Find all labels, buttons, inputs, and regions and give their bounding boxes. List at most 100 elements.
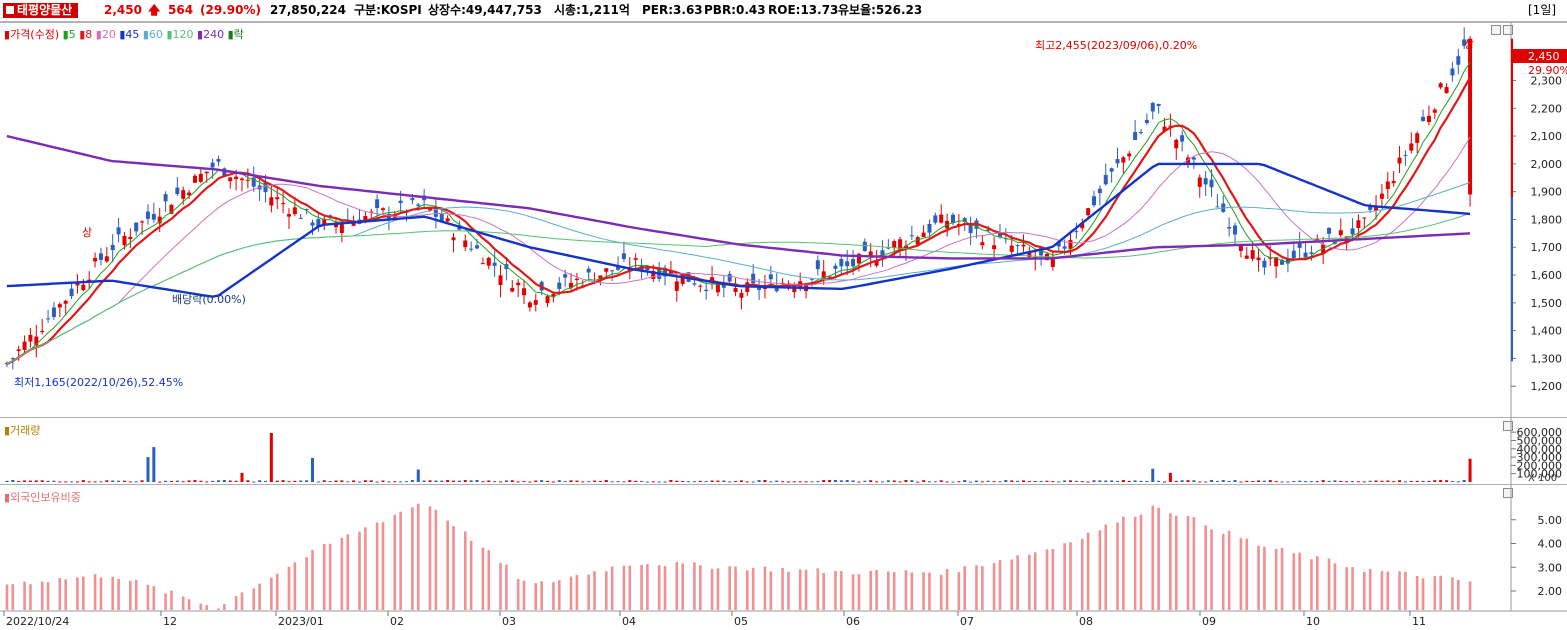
price-candle xyxy=(57,304,62,308)
price-candle xyxy=(128,236,133,239)
stock-name-badge[interactable]: 태평양물산 xyxy=(3,3,79,18)
foreign-bar xyxy=(763,566,767,610)
price-candle xyxy=(927,223,932,233)
up-arrow-icon: 🡅 xyxy=(148,3,161,17)
price-candle xyxy=(222,168,227,176)
foreign-bar xyxy=(1086,532,1090,610)
price-candle xyxy=(692,283,697,285)
legend-ma20: 20 xyxy=(101,28,116,41)
foreign-bar xyxy=(622,565,626,610)
volume-bar xyxy=(211,480,215,482)
foreign-bar xyxy=(1133,516,1137,610)
foreign-bar xyxy=(1098,530,1102,610)
period-selector[interactable]: [1일] xyxy=(1528,3,1557,17)
legend-ma5: 5 xyxy=(68,28,76,41)
price-candle xyxy=(286,214,291,217)
volume-bar xyxy=(786,481,790,483)
price-candle xyxy=(381,208,386,211)
price-ytick-label: 2,100 xyxy=(1531,130,1563,143)
price-candle xyxy=(1015,245,1020,247)
legend-drop: 락 xyxy=(233,28,244,41)
volume-bar xyxy=(164,480,168,482)
foreign-bar xyxy=(957,572,961,610)
volume-bar xyxy=(1215,481,1219,483)
foreign-close-icon[interactable] xyxy=(1503,488,1513,498)
volume-bar xyxy=(945,481,949,483)
volume-bar xyxy=(281,480,285,482)
trade-volume: 27,850,224 xyxy=(270,3,346,17)
foreign-bar xyxy=(1351,567,1354,610)
price-candle xyxy=(1103,174,1108,185)
volume-bar xyxy=(769,481,773,483)
price-candle xyxy=(1356,220,1361,229)
foreign-bar xyxy=(1468,581,1472,610)
foreign-bar xyxy=(1063,543,1066,610)
volume-bar xyxy=(998,481,1002,483)
volume-bar xyxy=(792,481,796,483)
volume-bar xyxy=(405,481,409,483)
price-candle xyxy=(1068,240,1073,249)
foreign-bar xyxy=(381,522,385,610)
volume-ytick-label: 200,000 xyxy=(1517,459,1563,472)
per-value: PER:3.63 xyxy=(642,3,703,17)
volume-bar xyxy=(1151,468,1155,482)
foreign-bar xyxy=(1415,576,1419,610)
volume-close-icon[interactable] xyxy=(1503,421,1513,431)
foreign-bar xyxy=(411,507,414,610)
foreign-bar xyxy=(205,605,209,610)
volume-bar xyxy=(363,480,367,482)
price-candle xyxy=(198,173,203,182)
price-candle xyxy=(110,244,115,251)
price-candle xyxy=(1409,143,1414,151)
foreign-bar xyxy=(963,566,967,610)
volume-bar xyxy=(910,480,914,482)
volume-bar xyxy=(305,480,309,482)
volume-bar xyxy=(1386,480,1390,482)
price-candle xyxy=(757,285,762,290)
volume-bar xyxy=(434,480,438,482)
foreign-bar xyxy=(910,572,914,610)
volume-bar xyxy=(1415,480,1419,482)
volume-bar xyxy=(1074,480,1078,482)
x-tick-label: 10 xyxy=(1306,615,1320,628)
price-candle xyxy=(1379,193,1384,199)
volume-bar xyxy=(1045,480,1049,482)
foreign-bar xyxy=(593,571,596,610)
volume-bar xyxy=(875,481,879,483)
volume-bar xyxy=(1403,481,1407,483)
volume-bar xyxy=(399,481,403,483)
price-candle xyxy=(492,262,497,266)
price-candle xyxy=(239,178,244,181)
volume-bar xyxy=(234,480,238,482)
foreign-bar xyxy=(540,581,543,610)
volume-bar xyxy=(1104,480,1108,482)
panel-minimize-icon[interactable] xyxy=(1491,25,1501,35)
price-candle xyxy=(1426,115,1431,123)
price-candle xyxy=(1309,252,1314,254)
foreign-bar xyxy=(1227,530,1231,610)
volume-bar xyxy=(1239,481,1243,483)
price-ytick-label: 1,300 xyxy=(1531,352,1563,365)
volume-bar xyxy=(822,480,826,482)
volume-bar xyxy=(828,479,832,482)
retention-ratio: 유보율:526.23 xyxy=(838,3,923,17)
foreign-panel: ▮외국인보유비중 xyxy=(0,484,1567,612)
panel-close-icon[interactable] xyxy=(1503,25,1513,35)
price-candle xyxy=(498,275,503,286)
price-candle xyxy=(275,197,280,200)
market-type: 구분:KOSPI xyxy=(354,3,422,17)
foreign-bar xyxy=(375,522,379,610)
price-candle xyxy=(1391,180,1396,184)
price-candle xyxy=(1150,102,1155,112)
foreign-bar xyxy=(481,547,485,610)
foreign-bar xyxy=(340,537,344,610)
price-candle xyxy=(175,187,180,195)
volume-bar xyxy=(593,480,597,482)
foreign-bar xyxy=(628,565,632,610)
volume-bar xyxy=(1433,480,1437,482)
volume-bar xyxy=(1345,481,1349,483)
volume-bar xyxy=(1257,480,1261,482)
price-candle xyxy=(710,277,715,282)
volume-bar xyxy=(1339,480,1343,482)
